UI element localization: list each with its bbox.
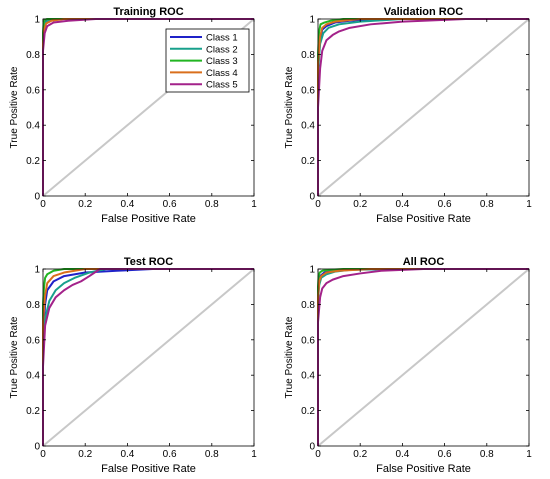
x-tick-label: 0 [40, 449, 46, 460]
x-tick-label: 0.8 [205, 449, 219, 460]
series-line-class-5 [317, 268, 529, 446]
y-tick-label: 0 [309, 442, 315, 453]
x-tick-label: 1 [251, 199, 257, 210]
x-tick-label: 0.4 [120, 449, 134, 460]
x-tick-label: 0 [40, 199, 46, 210]
x-tick-label: 0.2 [78, 199, 92, 210]
x-tick-label: 0 [315, 449, 321, 460]
legend-label-class-3: Class 3 [206, 56, 238, 67]
y-tick-label: 0.2 [301, 406, 315, 417]
x-tick-label: 0.8 [205, 199, 219, 210]
chance-diagonal [42, 268, 255, 447]
x-axis-label: False Positive Rate [376, 213, 471, 225]
y-tick-label: 0.6 [26, 335, 40, 346]
x-tick-label: 1 [526, 199, 532, 210]
y-tick-label: 0.8 [301, 50, 315, 61]
y-tick-label: 0.4 [301, 371, 315, 382]
x-tick-label: 0 [315, 199, 321, 210]
x-tick-label: 0.4 [395, 199, 409, 210]
y-tick-label: 0.2 [26, 406, 40, 417]
x-axis-label: False Positive Rate [101, 463, 196, 475]
y-axis-label: True Positive Rate [284, 66, 295, 148]
x-tick-label: 1 [251, 449, 257, 460]
x-tick-label: 0.2 [353, 449, 367, 460]
legend-label-class-4: Class 4 [206, 68, 238, 79]
axes-box [42, 268, 255, 447]
y-tick-label: 0.8 [26, 300, 40, 311]
x-tick-label: 0.6 [163, 449, 177, 460]
axes-box [317, 18, 530, 197]
roc-panel-4: 0 0.2 0.4 0.6 0.8 1 0 0.2 0.4 0.6 0.8 1 All ROC False… [284, 256, 532, 475]
x-tick-label: 0.6 [438, 199, 452, 210]
x-tick-label: 0.4 [395, 449, 409, 460]
x-tick-label: 1 [526, 449, 532, 460]
axes-box [42, 18, 255, 197]
x-axis-label: False Positive Rate [101, 213, 196, 225]
y-tick-label: 0.6 [26, 85, 40, 96]
chart-title: Test ROC [124, 256, 173, 268]
chart-title: All ROC [403, 256, 445, 268]
legend-label-class-1: Class 1 [206, 33, 238, 44]
chart-title: Training ROC [113, 6, 183, 18]
series-line-class-5 [317, 18, 529, 196]
x-tick-label: 0.2 [353, 199, 367, 210]
y-tick-label: 0 [309, 192, 315, 203]
chance-diagonal [317, 268, 530, 447]
y-tick-label: 0.4 [26, 371, 40, 382]
y-tick-label: 1 [34, 265, 40, 276]
y-tick-label: 1 [309, 15, 315, 26]
y-tick-label: 0.4 [26, 121, 40, 132]
y-tick-label: 0.2 [26, 156, 40, 167]
x-tick-label: 0.4 [120, 199, 134, 210]
y-tick-label: 1 [309, 265, 315, 276]
x-tick-label: 0.6 [163, 199, 177, 210]
chart-title: Validation ROC [384, 6, 464, 18]
y-tick-label: 0.4 [301, 121, 315, 132]
roc-panel-2: 0 0.2 0.4 0.6 0.8 1 0 0.2 0.4 0.6 0.8 1 Validation R… [284, 6, 532, 225]
x-tick-label: 0.2 [78, 449, 92, 460]
y-axis-label: True Positive Rate [9, 316, 20, 398]
x-tick-label: 0.6 [438, 449, 452, 460]
axes-box [317, 268, 530, 447]
y-axis-label: True Positive Rate [284, 316, 295, 398]
y-tick-label: 0.8 [301, 300, 315, 311]
y-tick-label: 0.6 [301, 85, 315, 96]
y-tick-label: 1 [34, 15, 40, 26]
y-tick-label: 0.6 [301, 335, 315, 346]
y-tick-label: 0 [34, 192, 40, 203]
y-tick-label: 0.8 [26, 50, 40, 61]
y-axis-label: True Positive Rate [9, 66, 20, 148]
roc-panel-3: 0 0.2 0.4 0.6 0.8 1 0 0.2 0.4 0.6 0.8 1 Test ROC Fals… [9, 256, 257, 475]
x-tick-label: 0.8 [480, 449, 494, 460]
legend-label-class-5: Class 5 [206, 80, 238, 91]
series-line-class-5 [42, 268, 254, 446]
y-tick-label: 0.2 [301, 156, 315, 167]
roc-panel-1: 0 0.2 0.4 0.6 0.8 1 0 0.2 0.4 0.6 0.8 1 Training ROC… [9, 6, 257, 225]
chance-diagonal [317, 18, 530, 197]
x-axis-label: False Positive Rate [376, 463, 471, 475]
legend-label-class-2: Class 2 [206, 44, 238, 55]
x-tick-label: 0.8 [480, 199, 494, 210]
y-tick-label: 0 [34, 442, 40, 453]
